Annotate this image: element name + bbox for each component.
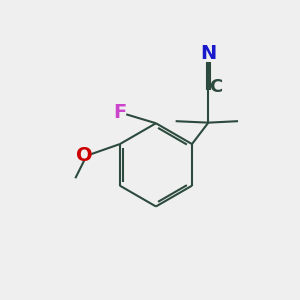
Text: C: C — [209, 78, 222, 96]
Text: O: O — [76, 146, 93, 165]
Text: N: N — [200, 44, 217, 63]
Text: F: F — [113, 103, 126, 122]
